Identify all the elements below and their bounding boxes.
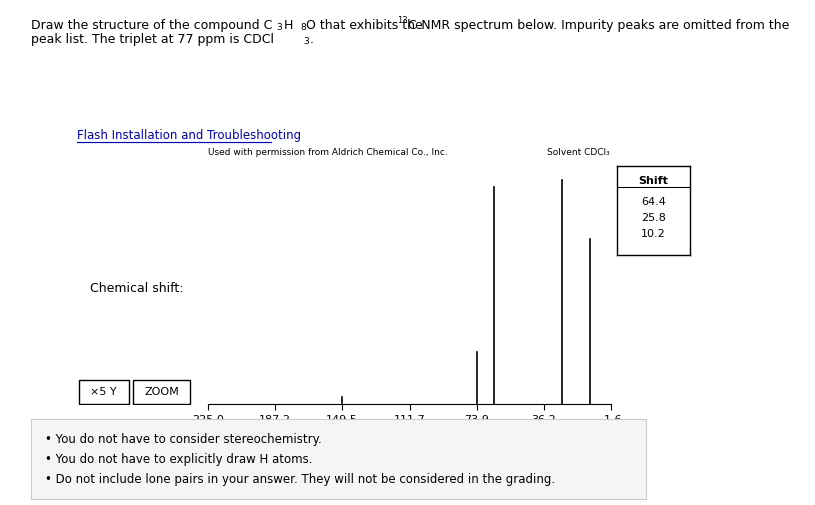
Text: C-NMR spectrum below. Impurity peaks are omitted from the: C-NMR spectrum below. Impurity peaks are… <box>408 19 790 32</box>
FancyBboxPatch shape <box>134 380 191 404</box>
FancyBboxPatch shape <box>78 380 129 404</box>
Text: peak list. The triplet at 77 ppm is CDCl: peak list. The triplet at 77 ppm is CDCl <box>31 33 274 46</box>
Text: Shift: Shift <box>639 175 668 185</box>
Text: .: . <box>310 33 314 46</box>
Text: H: H <box>284 19 293 32</box>
Text: 3: 3 <box>303 37 309 46</box>
Text: O that exhibits the: O that exhibits the <box>306 19 427 32</box>
Text: Solvent CDCl₃: Solvent CDCl₃ <box>547 147 610 157</box>
Text: Chemical shift:: Chemical shift: <box>90 281 183 294</box>
Text: 64.4: 64.4 <box>641 197 666 207</box>
Text: ×5 Y: ×5 Y <box>90 386 117 396</box>
Text: Flash Installation and Troubleshooting: Flash Installation and Troubleshooting <box>77 128 302 141</box>
Text: 10.2: 10.2 <box>641 229 666 239</box>
X-axis label: Chemical shift, δ (ppm): Chemical shift, δ (ppm) <box>337 430 482 443</box>
Text: • Do not include lone pairs in your answer. They will not be considered in the g: • Do not include lone pairs in your answ… <box>45 473 555 485</box>
Text: 13: 13 <box>397 16 408 25</box>
Text: 25.8: 25.8 <box>641 213 666 223</box>
Text: Used with permission from Aldrich Chemical Co., Inc.: Used with permission from Aldrich Chemic… <box>208 147 447 157</box>
Text: 3: 3 <box>275 23 282 32</box>
Text: ZOOM: ZOOM <box>144 386 179 396</box>
Text: • You do not have to explicitly draw H atoms.: • You do not have to explicitly draw H a… <box>45 452 312 466</box>
Text: • You do not have to consider stereochemistry.: • You do not have to consider stereochem… <box>45 433 321 445</box>
Text: 8: 8 <box>300 23 306 32</box>
Text: Draw the structure of the compound C: Draw the structure of the compound C <box>31 19 272 32</box>
